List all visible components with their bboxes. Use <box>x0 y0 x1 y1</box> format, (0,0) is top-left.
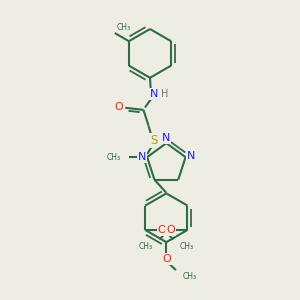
Text: O: O <box>114 102 123 112</box>
Text: S: S <box>150 134 157 147</box>
Text: CH₃: CH₃ <box>117 22 131 32</box>
Text: O: O <box>166 225 175 235</box>
Text: N: N <box>162 133 170 143</box>
Text: CH₃: CH₃ <box>180 242 194 251</box>
Text: N: N <box>187 151 195 160</box>
Text: N: N <box>150 89 159 99</box>
Text: CH₃: CH₃ <box>139 242 153 251</box>
Text: N: N <box>138 152 146 162</box>
Text: CH₃: CH₃ <box>182 272 197 280</box>
Text: CH₃: CH₃ <box>106 153 120 162</box>
Text: O: O <box>162 254 171 264</box>
Text: O: O <box>158 225 167 235</box>
Text: H: H <box>161 89 169 99</box>
